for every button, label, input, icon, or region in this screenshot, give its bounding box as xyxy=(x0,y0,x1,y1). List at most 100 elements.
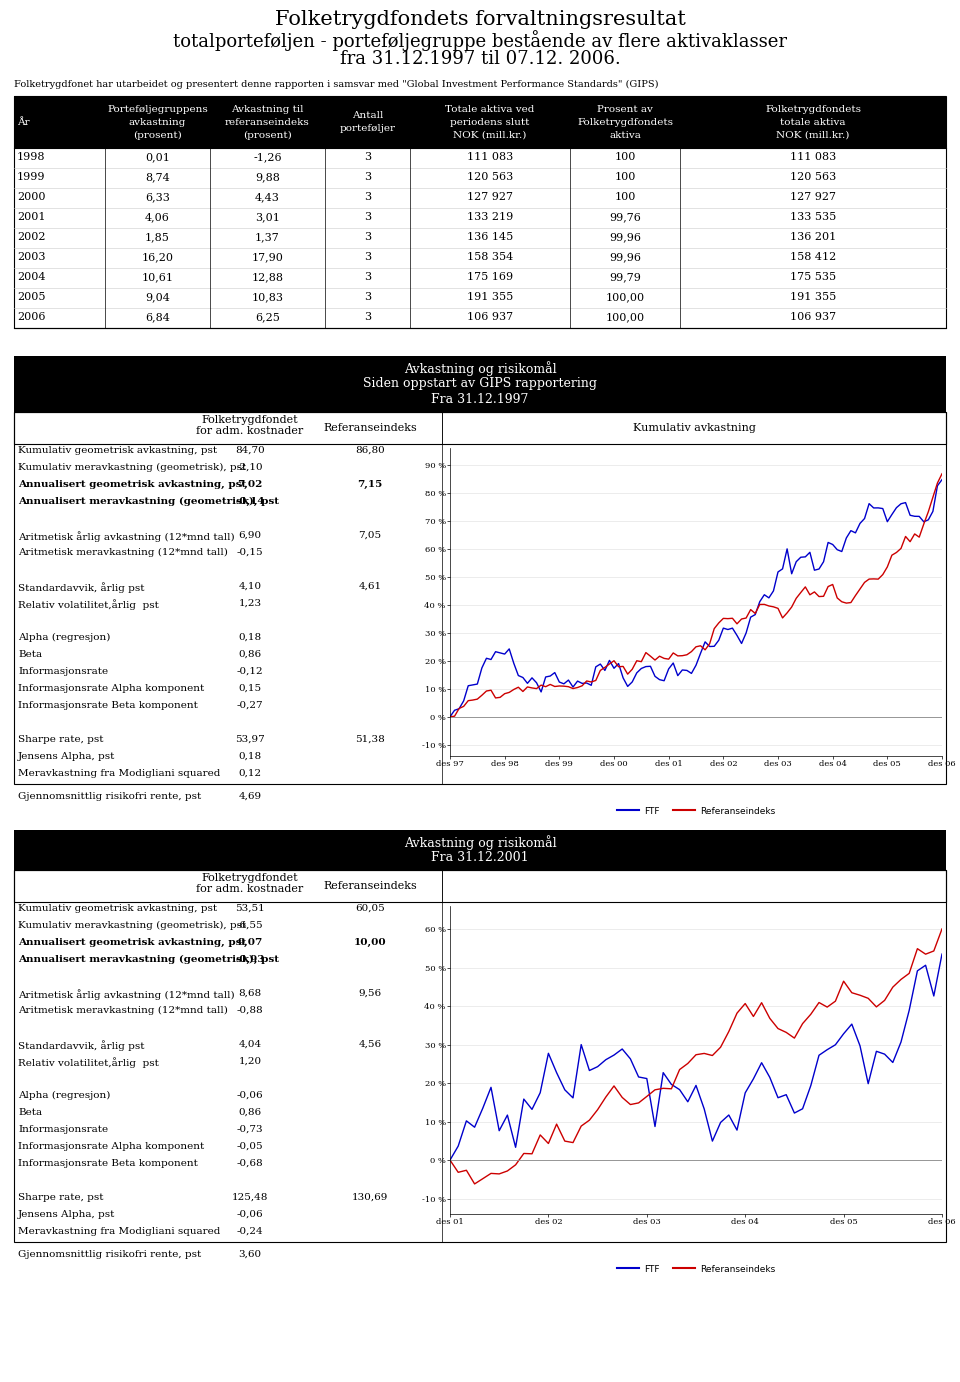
Text: Folketrygdfondets forvaltningsresultat: Folketrygdfondets forvaltningsresultat xyxy=(275,10,685,29)
Text: Annualisert meravkastning (geometrisk), pst: Annualisert meravkastning (geometrisk), … xyxy=(18,955,279,965)
Text: 7,02: 7,02 xyxy=(237,480,263,489)
FTF xyxy=(616,1041,628,1057)
Text: for adm. kostnader: for adm. kostnader xyxy=(197,884,303,894)
Text: 106 937: 106 937 xyxy=(790,312,836,322)
Text: -0,27: -0,27 xyxy=(237,701,263,710)
Bar xyxy=(14,412,946,784)
Text: Prosent av: Prosent av xyxy=(597,105,653,113)
Text: Informasjonsrate: Informasjonsrate xyxy=(18,1125,108,1135)
Text: 10,00: 10,00 xyxy=(353,938,386,947)
Text: -0,06: -0,06 xyxy=(237,1211,263,1219)
Text: Annualisert geometrisk avkastning, pst: Annualisert geometrisk avkastning, pst xyxy=(18,480,247,489)
Text: 12,88: 12,88 xyxy=(252,272,283,282)
Text: 0,18: 0,18 xyxy=(238,752,261,761)
Text: 100: 100 xyxy=(614,192,636,202)
Text: Relativ volatilitet,årlig  pst: Relativ volatilitet,årlig pst xyxy=(18,1057,158,1068)
Text: 175 169: 175 169 xyxy=(467,272,513,282)
Bar xyxy=(14,412,946,444)
Text: porteføljer: porteføljer xyxy=(340,124,396,133)
FTF xyxy=(444,709,456,726)
Text: Aritmetisk meravkastning (12*mnd tall): Aritmetisk meravkastning (12*mnd tall) xyxy=(18,1006,228,1016)
Text: 10,83: 10,83 xyxy=(252,292,283,303)
Text: 84,70: 84,70 xyxy=(235,446,265,455)
Text: 100: 100 xyxy=(614,171,636,182)
Text: 2001: 2001 xyxy=(17,211,45,223)
Text: 0,12: 0,12 xyxy=(238,768,261,778)
Text: 100,00: 100,00 xyxy=(606,292,644,303)
FTF xyxy=(713,632,725,648)
Text: referanseindeks: referanseindeks xyxy=(226,117,310,127)
FTF xyxy=(936,945,948,962)
Text: 133 219: 133 219 xyxy=(467,211,514,223)
Text: 120 563: 120 563 xyxy=(467,171,514,182)
Text: 16,20: 16,20 xyxy=(141,252,174,263)
Text: for adm. kostnader: for adm. kostnader xyxy=(197,426,303,435)
Text: 1,20: 1,20 xyxy=(238,1057,261,1066)
Text: Beta: Beta xyxy=(18,1108,42,1117)
Referanseindeks xyxy=(444,1151,456,1168)
Bar xyxy=(14,871,946,1242)
Text: Folketrygdfondets: Folketrygdfondets xyxy=(577,117,673,127)
Text: 4,04: 4,04 xyxy=(238,1041,261,1049)
FTF xyxy=(559,1082,570,1099)
Text: Aritmetisk meravkastning (12*mnd tall): Aritmetisk meravkastning (12*mnd tall) xyxy=(18,549,228,557)
Text: totalporteføljen - porteføljegruppe bestående av flere aktivaklasser: totalporteføljen - porteføljegruppe best… xyxy=(173,30,787,51)
Text: Fra 31.12.2001: Fra 31.12.2001 xyxy=(431,851,529,864)
Text: Avkastning og risikomål: Avkastning og risikomål xyxy=(404,361,556,376)
FTF xyxy=(444,1151,456,1168)
Text: Referanseindeks: Referanseindeks xyxy=(324,880,417,891)
Text: 100: 100 xyxy=(614,152,636,162)
Text: 125,48: 125,48 xyxy=(231,1193,268,1202)
Text: 175 535: 175 535 xyxy=(790,272,836,282)
Text: 99,79: 99,79 xyxy=(609,272,641,282)
FTF xyxy=(936,471,948,488)
Text: 9,88: 9,88 xyxy=(255,171,280,182)
Legend: FTF, Referanseindeks: FTF, Referanseindeks xyxy=(613,803,779,820)
Text: Siden oppstart av GIPS rapportering: Siden oppstart av GIPS rapportering xyxy=(363,377,597,390)
Text: 3: 3 xyxy=(364,152,372,162)
Text: -0,68: -0,68 xyxy=(237,1159,263,1168)
Text: avkastning: avkastning xyxy=(129,117,186,127)
Text: Annualisert geometrisk avkastning, pst: Annualisert geometrisk avkastning, pst xyxy=(18,938,247,947)
Text: 3: 3 xyxy=(364,292,372,303)
Text: 17,90: 17,90 xyxy=(252,252,283,263)
Text: Informasjonsrate Alpha komponent: Informasjonsrate Alpha komponent xyxy=(18,1142,204,1151)
Referanseindeks xyxy=(567,1135,579,1151)
Text: Informasjonsrate Beta komponent: Informasjonsrate Beta komponent xyxy=(18,701,198,710)
Bar xyxy=(14,95,946,148)
Referanseindeks xyxy=(581,673,592,690)
Text: 2005: 2005 xyxy=(17,292,45,303)
Line: Referanseindeks: Referanseindeks xyxy=(450,929,942,1184)
Text: 136 201: 136 201 xyxy=(790,232,836,242)
Text: 4,56: 4,56 xyxy=(358,1041,381,1049)
Text: 120 563: 120 563 xyxy=(790,171,836,182)
Text: 127 927: 127 927 xyxy=(790,192,836,202)
Text: 2000: 2000 xyxy=(17,192,45,202)
Text: Alpha (regresjon): Alpha (regresjon) xyxy=(18,1090,110,1100)
Text: -0,15: -0,15 xyxy=(237,549,263,557)
Text: Aritmetisk årlig avkastning (12*mnd tall): Aritmetisk årlig avkastning (12*mnd tall… xyxy=(18,531,234,542)
Text: 111 083: 111 083 xyxy=(790,152,836,162)
Referanseindeks xyxy=(713,615,725,632)
Text: 4,10: 4,10 xyxy=(238,582,261,591)
Text: 6,84: 6,84 xyxy=(145,312,170,322)
Text: -0,12: -0,12 xyxy=(237,668,263,676)
Text: 2003: 2003 xyxy=(17,252,45,263)
Legend: FTF, Referanseindeks: FTF, Referanseindeks xyxy=(613,1260,779,1277)
Text: -0,73: -0,73 xyxy=(237,1125,263,1135)
Text: -0,24: -0,24 xyxy=(237,1227,263,1236)
Line: FTF: FTF xyxy=(450,480,942,717)
Text: 99,96: 99,96 xyxy=(609,252,641,263)
Text: 60,05: 60,05 xyxy=(355,904,385,914)
Text: 130,69: 130,69 xyxy=(351,1193,388,1202)
Text: 3: 3 xyxy=(364,192,372,202)
FTF xyxy=(739,1085,751,1101)
Text: 86,80: 86,80 xyxy=(355,446,385,455)
Text: 8,74: 8,74 xyxy=(145,171,170,182)
Text: 0,18: 0,18 xyxy=(238,633,261,643)
Text: fra 31.12.1997 til 07.12. 2006.: fra 31.12.1997 til 07.12. 2006. xyxy=(340,50,620,68)
Text: Kumulativ meravkastning (geometrisk), pst: Kumulativ meravkastning (geometrisk), ps… xyxy=(18,920,247,930)
Text: 53,51: 53,51 xyxy=(235,904,265,914)
Text: 2004: 2004 xyxy=(17,272,45,282)
Bar xyxy=(14,871,946,902)
